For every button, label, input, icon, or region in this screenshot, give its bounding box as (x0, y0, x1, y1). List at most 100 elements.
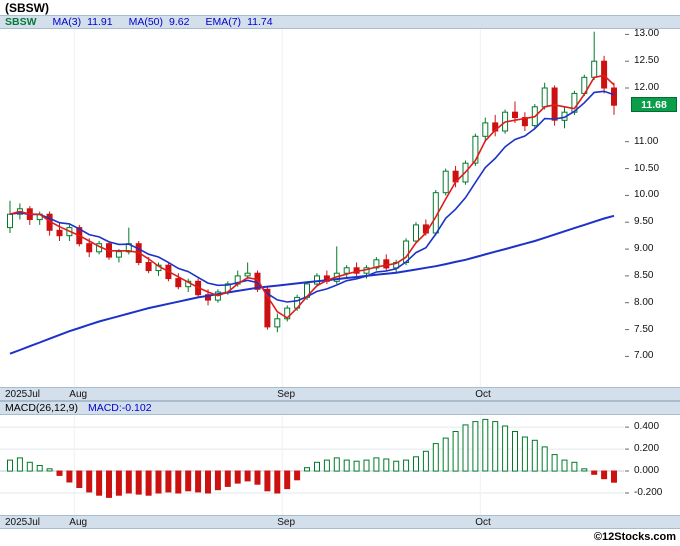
x-axis-label: Sep (277, 389, 296, 400)
price-chart-canvas (0, 29, 630, 387)
price-legend: SBSW MA(3) 11.91 MA(50) 9.62 EMA(7) 11.7… (0, 15, 680, 29)
candle-body (115, 251, 122, 258)
candle-body (56, 229, 63, 237)
price-x-axis: 2025Jul Aug Sep Oct (0, 387, 680, 401)
price-axis-label: 10.00 (634, 189, 660, 201)
candle-body (541, 87, 548, 108)
candle-body (343, 267, 350, 274)
candle-body (264, 288, 271, 328)
price-axis-label: 7.00 (634, 350, 654, 362)
price-axis-label: 9.50 (634, 216, 654, 228)
macd-bar (125, 470, 132, 494)
macd-bar (135, 470, 142, 495)
macd-chart-canvas (0, 415, 630, 515)
macd-params-label: MACD(26,12,9) (5, 402, 78, 414)
macd-bar (442, 437, 449, 472)
candle-body (7, 213, 13, 229)
macd-bar (76, 470, 83, 488)
macd-bar (571, 461, 578, 472)
title-row: (SBSW) (0, 0, 680, 15)
candle-body (551, 87, 558, 121)
macd-bar (46, 468, 53, 472)
macd-bar (244, 470, 251, 482)
legend-ma50-value: 9.62 (169, 16, 190, 28)
macd-bar (7, 459, 13, 472)
macd-bar (205, 470, 211, 494)
last-price-badge: 11.68 (631, 97, 677, 113)
ma3-line (9, 74, 615, 319)
macd-bar (413, 456, 419, 472)
legend-ma3-label: MA(3) (52, 16, 82, 28)
macd-bar (492, 421, 499, 472)
macd-bar (185, 470, 192, 492)
macd-bar (601, 470, 608, 480)
macd-axis-label: 0.400 (634, 421, 660, 433)
price-axis-label: 7.50 (634, 323, 654, 335)
macd-legend: MACD(26,12,9) MACD:-0.102 (0, 401, 680, 415)
macd-bar (581, 468, 588, 472)
macd-bar (16, 457, 23, 472)
macd-bar (541, 446, 548, 472)
candle-body (482, 122, 489, 137)
macd-bar (56, 470, 63, 476)
macd-bar (323, 459, 330, 472)
legend-ma50-label: MA(50) (128, 16, 164, 28)
macd-bar (611, 470, 617, 483)
macd-axis: 0.400 0.200 0.000 -0.200 (630, 415, 680, 515)
candle-body (521, 117, 528, 127)
macd-bar (432, 443, 439, 472)
macd-bar (383, 458, 390, 472)
macd-bar (452, 431, 459, 472)
macd-bar (26, 461, 33, 472)
x-axis-label: Sep (277, 517, 296, 528)
x-axis-label: Aug (69, 389, 88, 400)
price-axis-label: 8.50 (634, 269, 654, 281)
price-axis-label: 8.00 (634, 296, 654, 308)
page-title: (SBSW) (5, 1, 49, 15)
ema7-line (9, 90, 615, 303)
macd-histogram (7, 418, 617, 498)
macd-bar (96, 470, 103, 496)
macd-axis-label: 0.200 (634, 443, 660, 455)
macd-chart: 0.400 0.200 0.000 -0.200 (0, 415, 680, 515)
candle-body (86, 243, 93, 253)
candle-body (145, 262, 152, 272)
candle-body (512, 111, 518, 119)
legend-ma3-value: 11.91 (87, 16, 113, 28)
macd-bar (155, 470, 162, 494)
candle-body (601, 60, 608, 89)
candle-body (591, 60, 598, 78)
macd-bar (393, 460, 400, 472)
macd-bar (264, 470, 271, 492)
macd-bar (333, 457, 340, 472)
candle-body (373, 259, 380, 269)
legend-ma3: MA(3) 11.91 (53, 16, 113, 28)
macd-bar (254, 470, 261, 485)
price-axis-label: 13.00 (634, 28, 660, 40)
macd-bar (343, 459, 350, 472)
candle-body (413, 224, 419, 242)
candles-group (7, 31, 617, 333)
macd-bar (482, 418, 489, 472)
candle-body (383, 259, 390, 269)
macd-bar (234, 470, 241, 484)
macd-bar (304, 467, 310, 472)
price-axis-label: 10.50 (634, 162, 660, 174)
candle-body (314, 275, 320, 285)
candle-body (274, 318, 281, 328)
footer: ©12Stocks.com (0, 529, 680, 546)
macd-bar (224, 470, 231, 487)
macd-bar (165, 470, 172, 493)
macd-bar (274, 470, 281, 494)
candle-body (611, 87, 617, 106)
x-axis-label: Oct (475, 517, 491, 528)
macd-bar (561, 459, 568, 472)
macd-bar (284, 470, 291, 490)
candle-body (205, 294, 211, 301)
macd-x-axis: 2025Jul Aug Sep Oct (0, 515, 680, 529)
macd-bar (512, 431, 518, 472)
x-axis-label: Aug (69, 517, 88, 528)
price-chart: 11.68 13.00 12.50 12.00 11.00 10.50 10.00 9.50… (0, 28, 680, 387)
candle-body (244, 272, 251, 277)
